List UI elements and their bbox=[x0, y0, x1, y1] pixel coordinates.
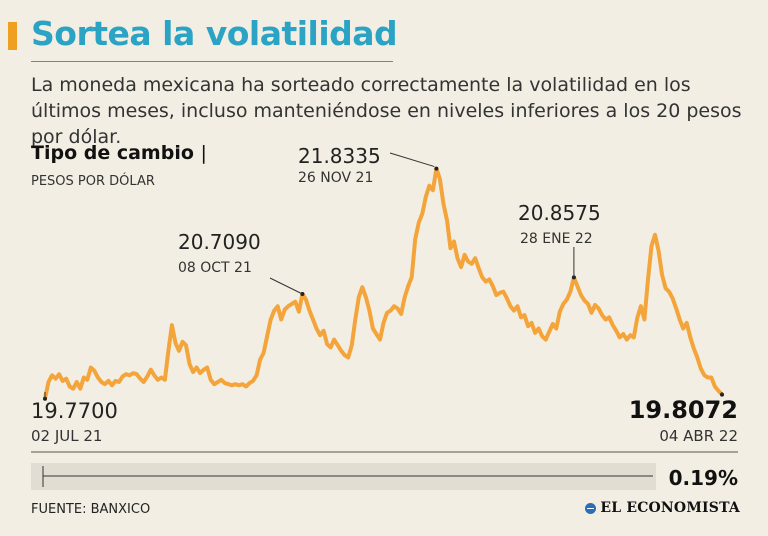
source-label: FUENTE: BANXICO bbox=[31, 502, 151, 517]
ene-value-label: 20.8575 bbox=[518, 201, 601, 225]
page-title: Sortea la volatilidad bbox=[31, 14, 398, 53]
brand-logo-icon bbox=[585, 502, 597, 514]
oct-date-label: 08 OCT 21 bbox=[178, 260, 252, 276]
oct-leader-line bbox=[269, 277, 303, 295]
title-accent-bar bbox=[8, 22, 17, 50]
title-underline bbox=[31, 61, 393, 62]
ene-date-label: 28 ENE 22 bbox=[520, 231, 593, 247]
end-date-label: 04 ABR 22 bbox=[659, 427, 738, 445]
brand-name: EL ECONOMISTA bbox=[600, 500, 740, 516]
oct-value-label: 20.7090 bbox=[178, 230, 261, 254]
chart-title-text: Tipo de cambio bbox=[31, 142, 194, 164]
series-line bbox=[43, 166, 724, 401]
peak-leader-line bbox=[389, 152, 435, 168]
chart-title-separator: | bbox=[200, 142, 207, 164]
start-date-label: 02 JUL 21 bbox=[31, 427, 102, 445]
chart-title: Tipo de cambio | bbox=[31, 142, 207, 164]
start-value-label: 19.7700 bbox=[31, 399, 118, 423]
end-value-label: 19.8072 bbox=[629, 396, 738, 424]
change-pct-label: 0.19% bbox=[669, 466, 738, 490]
brand: EL ECONOMISTA bbox=[585, 500, 740, 516]
page-subtitle: La moneda mexicana ha sorteado correctam… bbox=[31, 74, 742, 148]
peak-value-label: 21.8335 bbox=[298, 144, 381, 168]
peak-date-label: 26 NOV 21 bbox=[298, 170, 373, 186]
chart-units-label: PESOS POR DÓLAR bbox=[31, 174, 155, 189]
peak-point bbox=[434, 166, 439, 171]
